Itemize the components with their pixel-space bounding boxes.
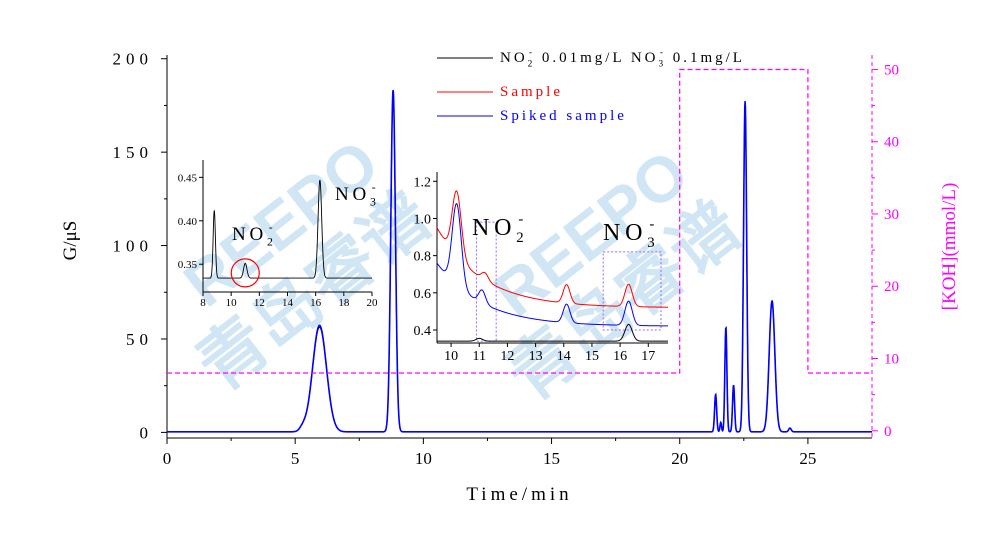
x-tick-label: 5 [291, 449, 300, 468]
inset-sample-zoom: 10 11 12 13 14 15 16 17 0.4 0.6 0.8 1.0 1.2 NO2- NO3- [414, 172, 669, 364]
inset1-x-tick-label: 8 [200, 297, 206, 309]
inset2-y-tick-label: 0.6 [414, 287, 432, 302]
y-tick-label: 200 [113, 50, 154, 69]
inset1-y-tick-label: 0.40 [178, 216, 198, 228]
inset2-y-tick-label: 1.2 [414, 175, 432, 190]
inset2-nitrite-label: NO2- [472, 211, 529, 246]
x-tick-label: 10 [415, 449, 432, 468]
inset2-y-tick-label: 0.4 [414, 324, 432, 339]
y2-tick-label: 10 [884, 352, 899, 368]
inset2-x-tick-label: 11 [473, 349, 486, 364]
inset2-trace-sample [436, 190, 668, 308]
inset1-highlight-circle [230, 258, 260, 288]
x-tick-label: 25 [799, 449, 816, 468]
inset2-x-tick-label: 12 [500, 349, 514, 364]
inset2-x-tick-label: 10 [444, 349, 458, 364]
y-axis-title: G/μS [60, 221, 81, 261]
legend: NO2- 0.01mg/L NO3- 0.1mg/L Sample Spiked s… [437, 48, 745, 124]
legend-label: Spiked sample [500, 108, 627, 124]
inset2-trace-standard [437, 323, 668, 342]
inset2-x-tick-label: 17 [641, 349, 655, 364]
y2-tick-label: 20 [884, 279, 899, 295]
inset2-nitrate-label: NO3- [603, 216, 660, 251]
inset1-nitrate-label: NO3- [335, 181, 380, 209]
y-tick-label: 0 [140, 423, 154, 442]
x-tick-label: 15 [543, 449, 560, 468]
y2-tick-label: 0 [884, 424, 892, 440]
x-tick-label: 0 [163, 449, 172, 468]
inset1-y-tick-label: 0.35 [178, 259, 198, 271]
inset2-trace-spiked [436, 203, 669, 327]
main-plot: 0 5 10 15 20 25 0 50 100 150 200 0 10 20 30 40 50 Time/mi… [60, 50, 960, 505]
y2-axis-title: [KOH](mmol/L) [939, 183, 960, 311]
inset2-x-tick-label: 13 [529, 349, 543, 364]
y2-tick-label: 30 [884, 207, 899, 223]
inset-nitrite-nitrate-standard: 8 10 12 14 16 18 20 0.35 0.40 0.45 NO2- NO3- [178, 160, 380, 309]
y-tick-label: 150 [113, 143, 154, 162]
y2-tick-label: 50 [884, 62, 899, 78]
inset2-y-tick-label: 1.0 [414, 212, 432, 227]
inset1-x-tick-label: 20 [367, 297, 379, 309]
inset2-x-tick-label: 15 [585, 349, 599, 364]
inset1-x-tick-label: 16 [310, 297, 322, 309]
inset1-x-tick-label: 12 [254, 297, 265, 309]
inset2-y-tick-label: 0.8 [414, 250, 432, 265]
y2-tick-label: 40 [884, 135, 899, 151]
inset1-y-tick-label: 0.45 [178, 172, 198, 184]
inset1-x-tick-label: 18 [338, 297, 350, 309]
legend-label: Sample [500, 84, 563, 100]
x-tick-label: 20 [671, 449, 688, 468]
inset1-nitrite-label: NO2- [232, 221, 277, 249]
koh-gradient-line [167, 68, 872, 374]
inset1-x-tick-label: 10 [226, 297, 238, 309]
inset2-x-tick-label: 16 [613, 349, 627, 364]
y-tick-label: 100 [113, 237, 154, 256]
inset1-x-tick-label: 14 [282, 297, 294, 309]
x-axis-title: Time/min [466, 484, 572, 505]
inset2-x-tick-label: 14 [557, 349, 571, 364]
inset1-trace [203, 179, 372, 279]
y-tick-label: 50 [126, 330, 153, 349]
main-trace-spiked [167, 89, 872, 433]
legend-label: NO2- 0.01mg/L NO3- 0.1mg/L [500, 48, 745, 70]
